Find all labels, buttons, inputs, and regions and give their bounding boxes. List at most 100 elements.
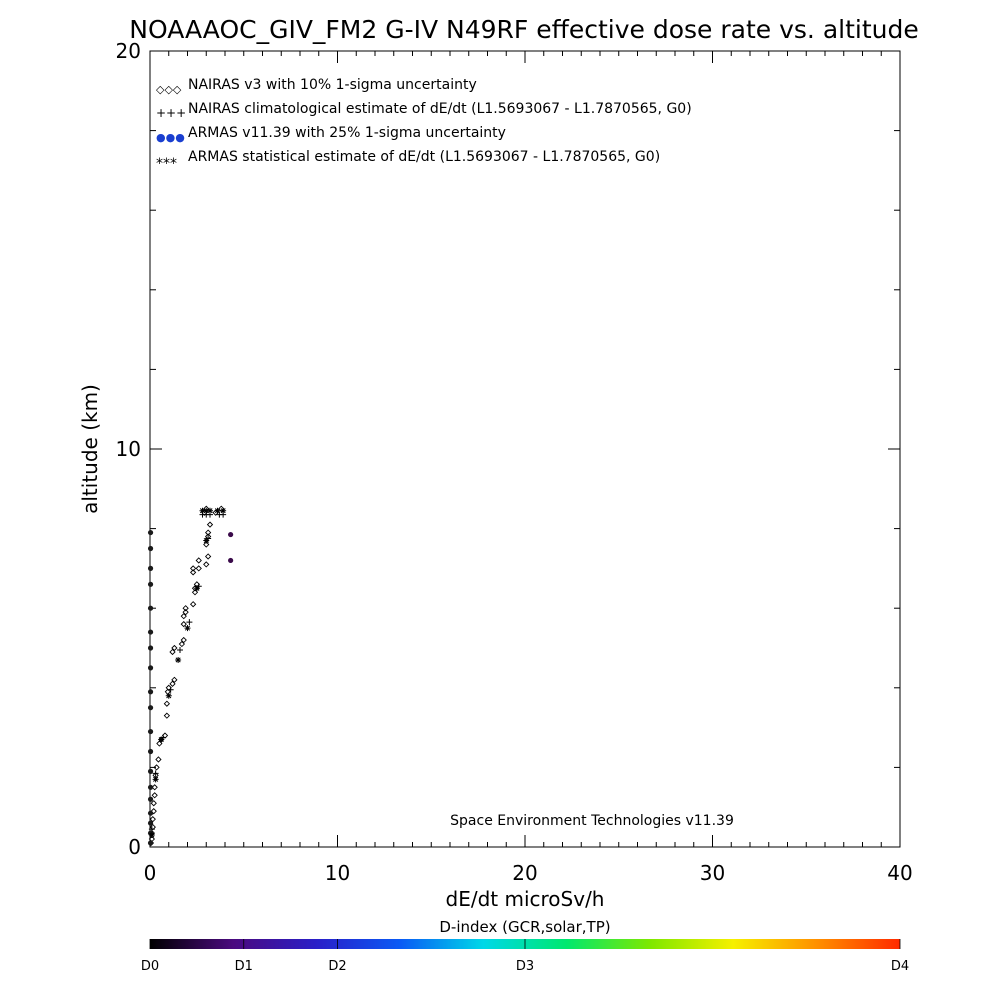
nairas-point [189,565,197,572]
nairas-point [180,613,187,620]
y-tick-label: 10 [116,437,141,461]
armas-point [147,605,154,611]
nairas-climatology-point [152,770,159,777]
armas-point [147,810,154,816]
colorbar-tick-label: D3 [516,959,534,974]
colorbar-ticks: D0 D1 D2 D3 D4 [141,939,909,974]
armas-statistical-point [207,507,213,514]
armas-statistical-point [199,507,206,514]
nairas-point [195,557,202,564]
y-tick-label: 20 [116,39,141,63]
colorbar-tick-label: D0 [141,959,159,974]
x-tick-label: 30 [700,861,725,885]
legend-label-armas-statistical: ARMAS statistical estimate of dE/dt (L1.… [188,149,660,165]
chart-annotation: Space Environment Technologies v11.39 [450,813,734,829]
x-tick-label: 40 [887,861,912,885]
armas-statistical-point [165,692,172,699]
nairas-climatology-point [167,686,174,693]
colorbar-label: D-index (GCR,solar,TP) [439,918,610,936]
armas-point [147,840,154,846]
nairas-point [189,601,197,608]
armas-point [228,531,234,538]
legend-label-nairas: NAIRAS v3 with 10% 1-sigma uncertainty [188,77,477,93]
plot-frame [149,50,901,848]
armas-point [147,728,154,735]
armas-point [147,529,154,536]
nairas-point [171,676,178,683]
armas-statistical-point [158,736,165,743]
armas-statistical-point [203,537,210,544]
nairas-point [171,644,178,652]
nairas-point [191,589,199,596]
x-tick-label: 20 [512,861,537,885]
armas-point [147,784,154,790]
nairas-point [149,816,156,823]
armas-point [228,557,234,564]
nairas-point [180,636,187,644]
colorbar-tick-label: D2 [328,959,346,974]
armas-point [147,748,154,755]
armas-statistical-point [152,776,159,783]
y-axis-label: altitude (km) [78,384,102,514]
chart-title: NOAAAOC_GIV_FM2 G-IV N49RF effective dos… [129,15,918,44]
colorbar-tick-label: D4 [891,959,909,974]
nairas-point [169,680,176,687]
nairas-point [182,605,189,612]
legend-symbol-nairas: ◇◇◇ [156,83,182,96]
x-axis-label: dE/dt microSv/h [446,887,605,911]
nairas-point [149,823,156,831]
armas-statistical-point [220,507,227,514]
nairas-point [163,712,171,719]
armas-point [147,581,154,587]
nairas-point [204,529,212,536]
nairas-climatology-point [186,619,193,626]
armas-statistical-point [184,625,191,632]
nairas-point [153,764,160,771]
colorbar-tick-label: D1 [235,959,253,974]
legend-label-nairas-climatology: NAIRAS climatological estimate of dE/dt … [188,101,692,117]
armas-point [147,545,154,552]
nairas-point [178,640,186,648]
nairas-point [180,620,187,628]
nairas-point [206,521,214,528]
armas-point [147,629,154,635]
nairas-point [204,553,212,560]
armas-point [147,705,154,711]
armas-point [147,565,154,572]
nairas-point [156,740,163,747]
armas-point [147,820,154,826]
data-points [147,505,234,847]
x-tick-label: 10 [325,861,350,885]
legend-symbol-armas-statistical: *** [156,156,177,172]
armas-statistical-point [175,656,182,663]
armas-point [147,665,154,671]
nairas-climatology-point [177,646,183,653]
armas-statistical-point [203,507,210,514]
armas-point [147,689,154,695]
nairas-point [150,800,157,807]
nairas-point [203,561,210,568]
armas-statistical-point [193,585,200,592]
y-tick-label: 0 [128,835,141,859]
nairas-point [195,565,202,572]
legend-symbol-nairas-climatology: +++ [156,106,186,120]
armas-point [147,645,154,651]
armas-statistical-point [148,832,155,839]
x-tick-label: 0 [144,861,157,885]
nairas-point [169,648,176,656]
nairas-point [151,792,158,799]
armas-point [147,796,154,802]
nairas-point [203,541,210,548]
legend-symbol-armas: ●●● [156,131,185,144]
armas-statistical-point [214,507,221,514]
legend-label-armas: ARMAS v11.39 with 25% 1-sigma uncertaint… [188,125,506,141]
nairas-point [182,609,189,616]
x-axis: 0 10 20 30 40 [144,51,913,885]
nairas-point [163,700,171,707]
nairas-point [155,756,162,763]
legend: ◇◇◇ NAIRAS v3 with 10% 1-sigma uncertain… [156,77,692,172]
nairas-point [150,808,157,815]
nairas-point [189,569,197,576]
armas-point [147,768,154,774]
